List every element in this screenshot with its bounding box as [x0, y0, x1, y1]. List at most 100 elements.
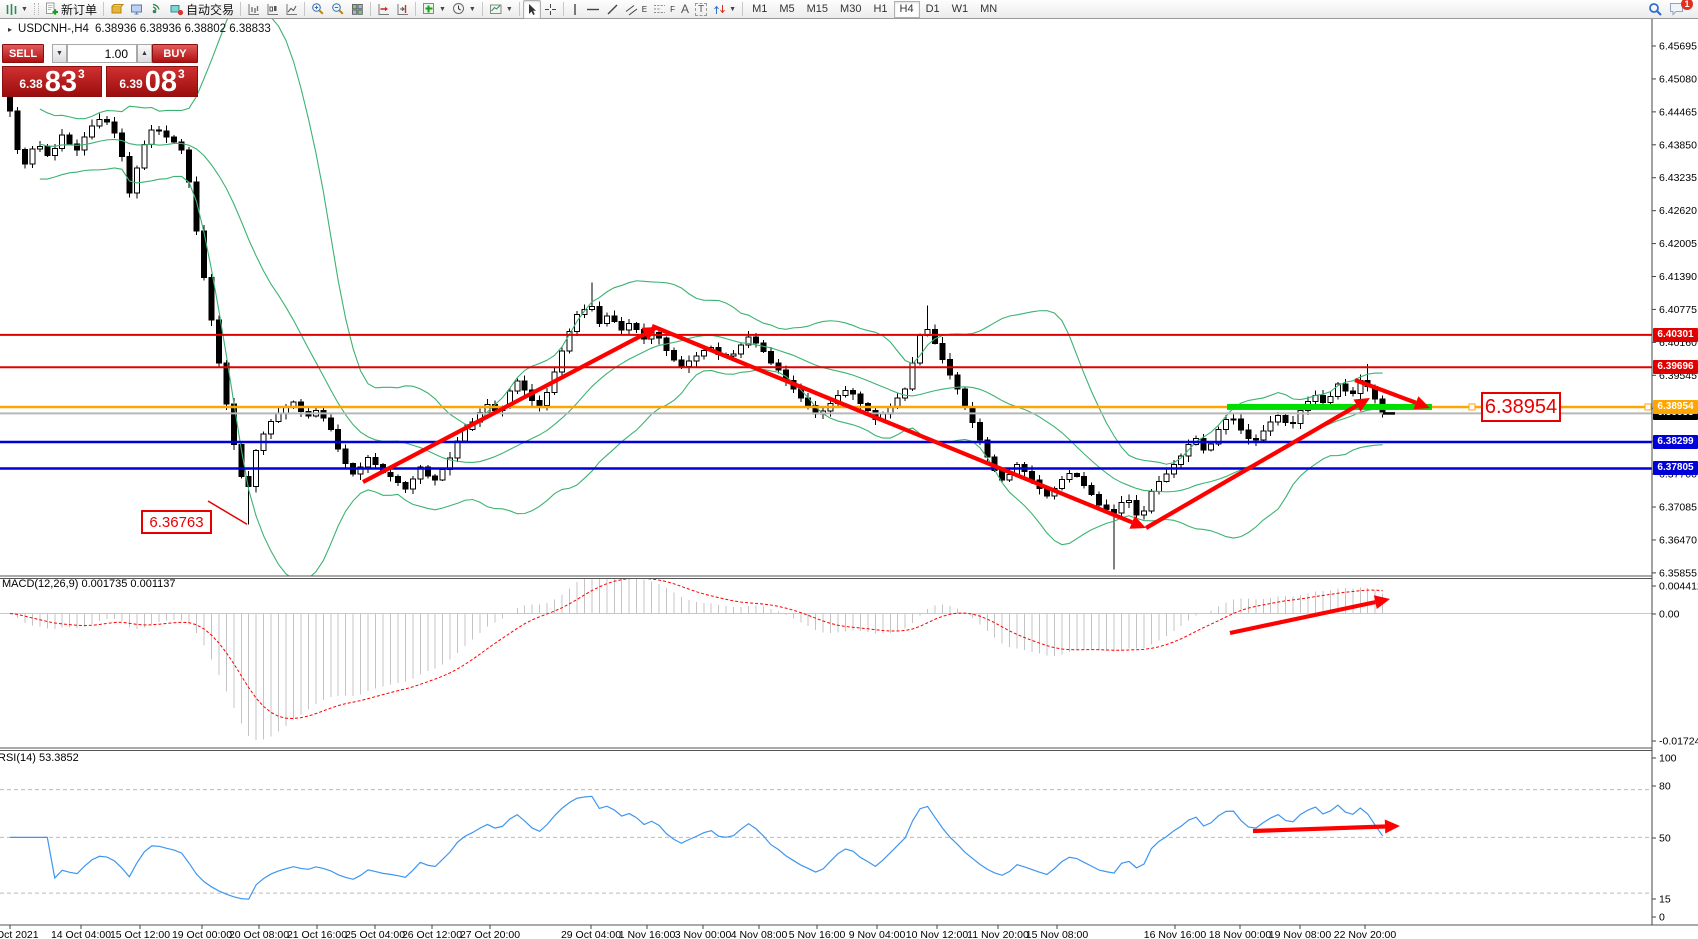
cursor-button[interactable] — [522, 0, 541, 19]
zoom-in-button[interactable] — [308, 0, 328, 19]
shapes-button[interactable]: ▼ — [710, 0, 739, 19]
volume-decrease-button[interactable]: ▼ — [52, 44, 67, 63]
price-tick-label: 6.40775 — [1659, 304, 1697, 316]
time-tick-label: 5 Nov 16:00 — [789, 929, 846, 939]
time-tick-label: 16 Nov 16:00 — [1144, 929, 1207, 939]
trend-arrow[interactable] — [1229, 595, 1390, 636]
timeframe-m1[interactable]: M1 — [752, 3, 768, 15]
text-button[interactable]: A — [678, 0, 692, 19]
time-tick-label: 11 Nov 20:00 — [967, 929, 1029, 939]
price-pane — [7, 19, 1386, 576]
auto-scroll-button[interactable] — [374, 0, 393, 19]
price-tag: 6.37805 — [1653, 461, 1698, 476]
symbol-period-label: USDCNH-,H4 — [18, 23, 89, 35]
channel-button[interactable]: E — [622, 0, 650, 19]
navigator-button[interactable] — [147, 0, 167, 19]
crosshair-button[interactable] — [541, 0, 560, 19]
macd-histogram — [16, 579, 1384, 740]
macd-pane — [0, 579, 1652, 740]
price-tick-label: 6.35855 — [1659, 567, 1697, 579]
trend-arrow[interactable] — [1252, 819, 1400, 834]
chart-shift-button[interactable] — [393, 0, 412, 19]
sell-button[interactable]: SELL — [2, 44, 44, 63]
toolbar-separator — [562, 2, 564, 16]
resistance-price-callout[interactable]: 6.38954 — [1481, 392, 1561, 422]
timeframe-mn[interactable]: MN — [980, 3, 998, 15]
price-tick-label: 6.42005 — [1659, 238, 1697, 250]
notification-badge: 1 — [1681, 0, 1693, 10]
zoom-out-button[interactable] — [328, 0, 348, 19]
arrow-shapes-icon — [714, 4, 726, 14]
rsi-axis-label: 0 — [1659, 912, 1665, 924]
hline-button[interactable] — [583, 0, 603, 19]
line-anchor-handle[interactable] — [1644, 403, 1652, 411]
trendline-icon — [607, 4, 618, 14]
volume-input[interactable]: 1.00 — [67, 44, 137, 63]
label-button[interactable]: T — [692, 0, 710, 19]
templates-button[interactable]: ▼ — [486, 0, 516, 19]
line-chart-icon — [286, 3, 297, 15]
one-click-trading-panel: SELL ▼ 1.00 ▲ BUY 6.38 83 3 6.39 08 3 — [2, 44, 198, 97]
chat-button[interactable]: 1 — [1666, 0, 1693, 19]
trend-arrow[interactable] — [362, 327, 658, 484]
auto-trading-button[interactable]: 自动交易 — [167, 0, 237, 19]
price-tick-label: 6.45695 — [1659, 41, 1697, 53]
timeframe-m30[interactable]: M30 — [840, 3, 862, 15]
buy-button[interactable]: BUY — [152, 44, 198, 63]
chart-window-button[interactable]: ▼ — [2, 0, 31, 19]
rsi-pane — [0, 789, 1652, 900]
time-tick-label: 25 Oct 04:00 — [345, 929, 405, 939]
chart-line-button[interactable] — [282, 0, 301, 19]
blue-monitor-icon — [130, 4, 142, 14]
clock-icon — [452, 3, 464, 14]
price-tick-label: 6.36470 — [1659, 534, 1697, 546]
trend-arrow[interactable] — [1144, 398, 1370, 530]
chevron-down-icon: ▼ — [729, 5, 737, 13]
toolbar-separator — [369, 2, 371, 16]
search-icon — [1649, 2, 1662, 16]
chart-bars-button[interactable] — [244, 0, 263, 19]
price-tick-label: 6.37085 — [1659, 502, 1697, 514]
chart-header: ▸ USDCNH-,H4 6.38936 6.38936 6.38802 6.3… — [8, 23, 271, 35]
timeframe-w1[interactable]: W1 — [951, 3, 969, 15]
market-watch-button[interactable] — [107, 0, 127, 19]
trendline-button[interactable] — [603, 0, 622, 19]
timeframe-m5[interactable]: M5 — [779, 3, 795, 15]
line-anchor-handle[interactable] — [1468, 403, 1476, 411]
rsi-axis-label: 50 — [1659, 833, 1671, 845]
time-tick-label: 4 Nov 08:00 — [731, 929, 788, 939]
vline-button[interactable] — [567, 0, 583, 19]
data-window-button[interactable] — [127, 0, 147, 19]
sell-price-big: 83 — [44, 66, 77, 98]
support-zone-segment[interactable] — [1227, 403, 1432, 410]
zoom-in-icon — [312, 3, 324, 15]
timeframe-m15[interactable]: M15 — [806, 3, 829, 15]
time-tick-label: 27 Oct 20:00 — [460, 929, 520, 939]
macd-axis-label: -0.017247 — [1659, 736, 1698, 748]
search-button[interactable] — [1645, 0, 1666, 19]
new-order-button[interactable]: 新订单 — [42, 0, 100, 19]
callout-connector — [207, 500, 248, 525]
buy-price-display[interactable]: 6.39 08 3 — [106, 66, 198, 97]
fibonacci-button[interactable]: F — [650, 0, 678, 19]
add-indicator-button[interactable]: ▼ — [419, 0, 449, 19]
swing-low-callout[interactable]: 6.36763 — [141, 510, 212, 534]
trend-arrow[interactable] — [651, 324, 1146, 529]
fibonacci-icon — [654, 4, 666, 13]
periods-button[interactable]: ▼ — [449, 0, 479, 19]
sell-price-display[interactable]: 6.38 83 3 — [2, 66, 102, 97]
time-tick-label: 1 Nov 16:00 — [619, 929, 676, 939]
trend-arrow[interactable] — [1354, 378, 1430, 410]
timeframe-h1[interactable]: H1 — [873, 3, 888, 15]
time-tick-label: 14 Oct 04:00 — [51, 929, 111, 939]
timeframe-h4[interactable]: H4 — [893, 0, 920, 18]
timeframe-d1[interactable]: D1 — [925, 3, 940, 15]
tile-windows-button[interactable] — [348, 0, 367, 19]
chart-area[interactable]: 6.45695 6.45080 6.44465 6.43850 6.43235 6.426… — [0, 19, 1698, 939]
price-axis[interactable]: 6.45695 6.45080 6.44465 6.43850 6.43235 6.426… — [1652, 41, 1698, 924]
chart-candles-button[interactable] — [263, 0, 282, 19]
bar-chart-icon — [248, 3, 259, 15]
volume-increase-button[interactable]: ▲ — [137, 44, 152, 63]
